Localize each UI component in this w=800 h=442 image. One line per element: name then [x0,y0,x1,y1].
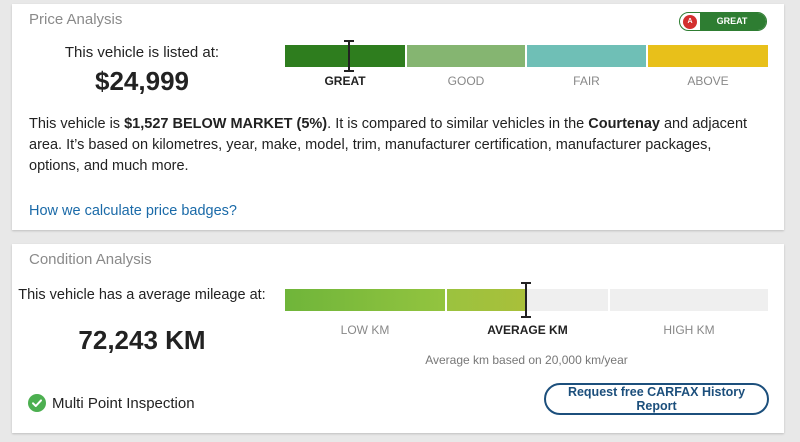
price-meter-label-fair: FAIR [573,74,600,88]
mileage-meter-label-high: HIGH KM [663,323,715,337]
price-analysis-card: Price Analysis A GREAT PRICE This vehicl… [12,4,784,230]
mileage-meter-segment-low [285,289,445,311]
carfax-logo-icon: A [683,14,697,29]
mileage-meter-label-average: AVERAGE KM [487,323,568,337]
request-carfax-report-button[interactable]: Request free CARFAX History Report [544,383,769,415]
price-meter-segment-fair [527,45,646,67]
mileage-meter-marker [521,282,531,318]
mileage-meter-label-low: LOW KM [340,323,390,337]
mileage-meter-segment-average [447,289,526,311]
mileage-label: This vehicle has a average mileage at: [18,287,266,303]
price-meter-label-great: GREAT [324,74,366,88]
price-badges-link[interactable]: How we calculate price badges? [29,203,237,219]
price-meter-label-good: GOOD [447,74,485,88]
location-city: Courtenay [588,116,660,132]
inspection-label: Multi Point Inspection [52,394,195,412]
below-market-amount: $1,527 BELOW MARKET (5%) [124,116,328,132]
condition-analysis-card: Condition Analysis This vehicle has a av… [12,244,784,433]
condition-analysis-title: Condition Analysis [29,251,152,268]
check-circle-icon [28,394,46,412]
multi-point-inspection: Multi Point Inspection [28,394,195,412]
mileage-note: Average km based on 20,000 km/year [425,353,628,367]
badge-label: GREAT PRICE [700,13,766,43]
price-description: This vehicle is $1,527 BELOW MARKET (5%)… [29,116,748,174]
price-meter-segment-good [407,45,525,67]
price-meter-segment-great [285,45,405,67]
mileage-value: 72,243 KM [78,325,206,355]
great-price-badge: A GREAT PRICE [679,12,767,43]
price-meter-marker [344,40,354,72]
price-meter-segment-above [648,45,768,67]
mileage-meter-segment-high [610,289,768,311]
listed-price: $24,999 [95,66,189,96]
price-meter-label-above: ABOVE [687,74,729,88]
listed-label: This vehicle is listed at: [64,44,220,61]
price-analysis-title: Price Analysis [29,11,123,28]
